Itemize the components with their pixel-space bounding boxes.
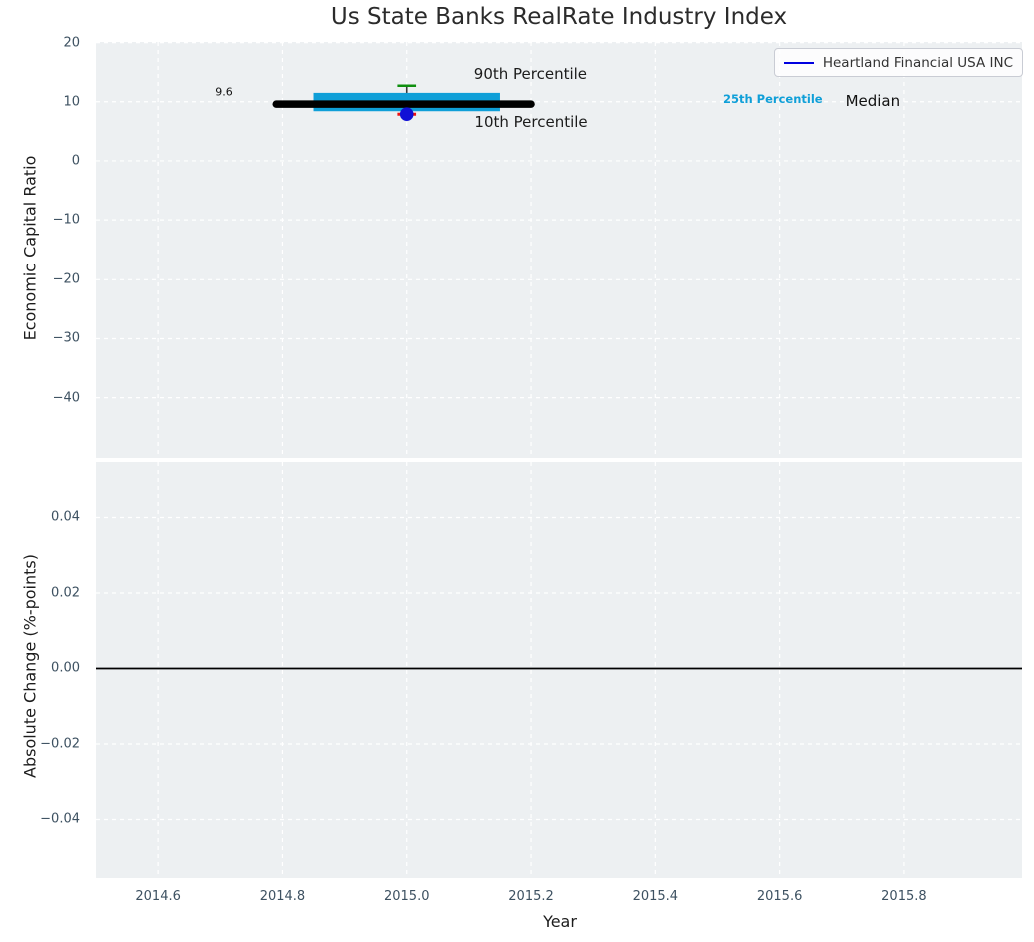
y-tick-label: 0.00 [51,660,80,676]
q25-key-label: 25th Percentile [722,92,823,107]
y-tick-label: −0.02 [40,736,80,752]
y-tick-label: 0.04 [51,509,80,525]
legend: Heartland Financial USA INC [773,48,1023,77]
y-tick-label: 20 [63,35,80,51]
company-value-marker [399,107,414,121]
p90-label: 90th Percentile [473,64,588,83]
x-tick-label: 2015.2 [508,889,554,904]
median-key-label: Median [845,91,901,110]
y-tick-label: 0.02 [51,585,80,601]
x-tick-label: 2015.6 [756,889,803,904]
legend-line-sample-icon [783,61,814,64]
top-axes-economic-capital-ratio [96,41,1022,458]
y-tick-label: 10 [63,94,80,110]
chart-title: Us State Banks RealRate Industry Index [330,4,788,30]
y-tick-label: −0.04 [40,811,80,827]
median-value-label: 9.6 [215,85,233,99]
y-tick-label: −40 [52,390,80,406]
x-tick-label: 2015.0 [383,889,430,904]
y-tick-label: 0 [71,153,80,169]
y-tick-label: −10 [52,212,80,228]
y-tick-label: −20 [52,271,80,287]
x-axis-label: Year [543,912,577,931]
bottom-axes-canvas [96,462,1022,878]
bottom-y-axis-label: Absolute Change (%-points) [20,554,40,778]
x-tick-label: 2014.8 [259,889,306,904]
p10-label: 10th Percentile [474,112,588,131]
x-tick-label: 2015.4 [632,889,679,904]
top-axes-canvas [96,41,1022,458]
x-tick-label: 2014.6 [135,889,181,904]
x-tick-label: 2015.8 [881,889,927,904]
legend-label: Heartland Financial USA INC [822,54,1013,71]
bottom-axes-absolute-change [96,462,1022,878]
top-y-axis-label: Economic Capital Ratio [20,155,40,341]
y-tick-label: −30 [52,330,80,346]
